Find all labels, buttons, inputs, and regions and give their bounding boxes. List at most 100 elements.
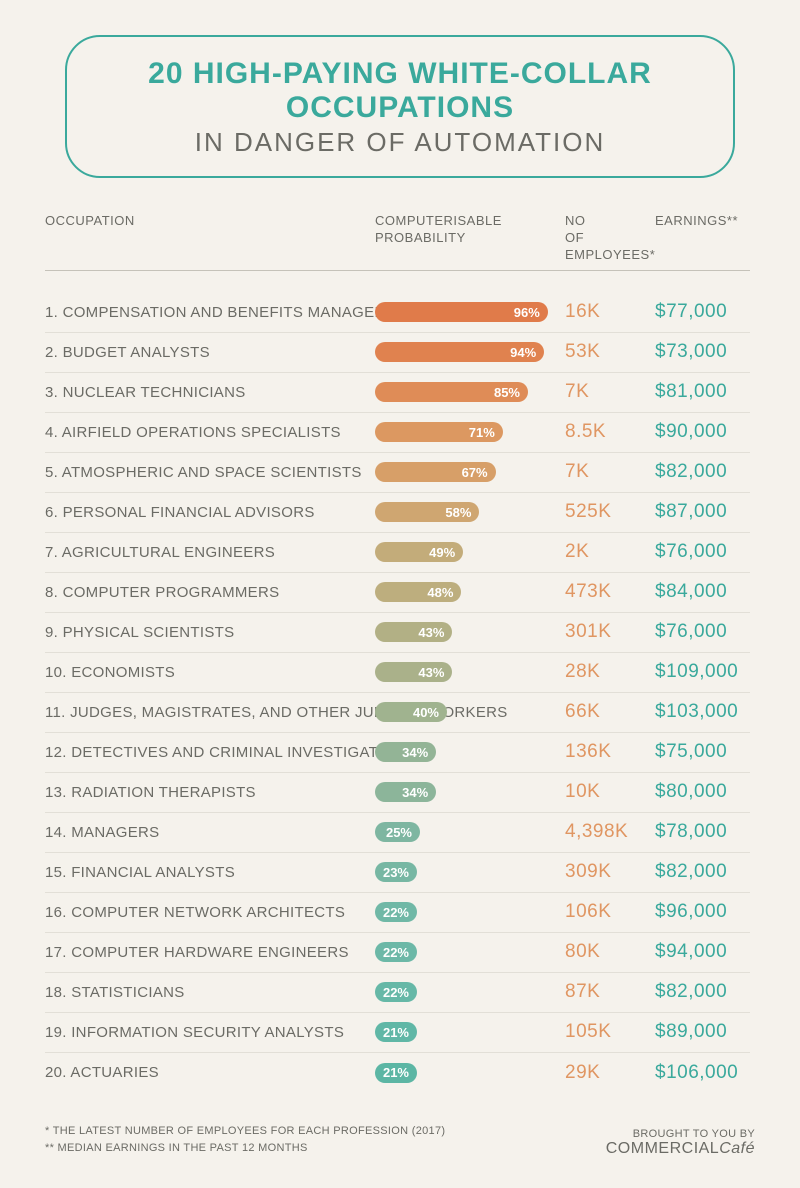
earnings-value: $77,000	[655, 301, 727, 323]
probability-cell: 43%	[375, 653, 565, 693]
probability-cell: 22%	[375, 893, 565, 933]
earnings-value: $89,000	[655, 1021, 727, 1043]
earnings-cell: $81,000	[655, 373, 750, 413]
occupation-cell: 18. STATISTICIANS	[45, 973, 375, 1013]
earnings-cell: $103,000	[655, 693, 750, 733]
employees-cell: 2K	[565, 533, 655, 573]
occupation-label: 20. ACTUARIES	[45, 1064, 159, 1081]
occupation-label: 18. STATISTICIANS	[45, 984, 185, 1001]
probability-cell: 22%	[375, 933, 565, 973]
occupation-cell: 16. COMPUTER NETWORK ARCHITECTS	[45, 893, 375, 933]
employees-value: 10K	[565, 781, 600, 803]
data-grid: OCCUPATION COMPUTERISABLEPROBABILITY NOO…	[45, 213, 755, 1093]
earnings-cell: $75,000	[655, 733, 750, 773]
earnings-cell: $87,000	[655, 493, 750, 533]
earnings-cell: $76,000	[655, 533, 750, 573]
occupation-cell: 3. NUCLEAR TECHNICIANS	[45, 373, 375, 413]
employees-value: 473K	[565, 581, 611, 603]
occupation-cell: 15. FINANCIAL ANALYSTS	[45, 853, 375, 893]
probability-cell: 96%	[375, 293, 565, 333]
probability-cell: 22%	[375, 973, 565, 1013]
employees-value: 309K	[565, 861, 611, 883]
earnings-value: $73,000	[655, 341, 727, 363]
employees-cell: 473K	[565, 573, 655, 613]
earnings-cell: $82,000	[655, 973, 750, 1013]
employees-value: 7K	[565, 461, 589, 483]
infographic-container: 20 HIGH-PAYING WHITE-COLLAR OCCUPATIONS …	[0, 0, 800, 1188]
probability-bar: 71%	[375, 422, 503, 442]
footer: * THE LATEST NUMBER OF EMPLOYEES FOR EAC…	[45, 1123, 755, 1158]
earnings-cell: $82,000	[655, 453, 750, 493]
earnings-cell: $77,000	[655, 293, 750, 333]
employees-cell: 66K	[565, 693, 655, 733]
probability-bar: 67%	[375, 462, 496, 482]
credit: BROUGHT TO YOU BY COMMERCIALCafé	[606, 1128, 755, 1158]
employees-value: 301K	[565, 621, 611, 643]
earnings-value: $82,000	[655, 981, 727, 1003]
employees-cell: 8.5K	[565, 413, 655, 453]
col-header-earnings: EARNINGS**	[655, 213, 750, 271]
employees-cell: 80K	[565, 933, 655, 973]
earnings-cell: $90,000	[655, 413, 750, 453]
probability-bar: 96%	[375, 302, 548, 322]
earnings-cell: $106,000	[655, 1053, 750, 1093]
employees-value: 29K	[565, 1062, 600, 1084]
earnings-value: $76,000	[655, 621, 727, 643]
employees-value: 4,398K	[565, 821, 628, 843]
title-main: 20 HIGH-PAYING WHITE-COLLAR OCCUPATIONS	[97, 57, 703, 125]
footnote-2: ** MEDIAN EARNINGS IN THE PAST 12 MONTHS	[45, 1140, 445, 1158]
earnings-value: $96,000	[655, 901, 727, 923]
probability-cell: 94%	[375, 333, 565, 373]
probability-cell: 67%	[375, 453, 565, 493]
earnings-value: $106,000	[655, 1062, 738, 1084]
probability-bar: 34%	[375, 782, 436, 802]
employees-cell: 4,398K	[565, 813, 655, 853]
probability-cell: 85%	[375, 373, 565, 413]
occupation-cell: 10. ECONOMISTS	[45, 653, 375, 693]
employees-cell: 87K	[565, 973, 655, 1013]
employees-value: 106K	[565, 901, 611, 923]
credit-brand: COMMERCIALCafé	[606, 1140, 755, 1158]
employees-value: 80K	[565, 941, 600, 963]
probability-bar: 43%	[375, 622, 452, 642]
employees-value: 525K	[565, 501, 611, 523]
occupation-cell: 11. JUDGES, MAGISTRATES, AND OTHER JUDIC…	[45, 693, 375, 733]
col-header-employees: NOOF EMPLOYEES*	[565, 213, 655, 271]
earnings-value: $82,000	[655, 861, 727, 883]
occupation-label: 9. PHYSICAL SCIENTISTS	[45, 624, 234, 641]
employees-cell: 106K	[565, 893, 655, 933]
occupation-label: 16. COMPUTER NETWORK ARCHITECTS	[45, 904, 345, 921]
employees-value: 7K	[565, 381, 589, 403]
occupation-label: 6. PERSONAL FINANCIAL ADVISORS	[45, 504, 315, 521]
probability-bar: 22%	[375, 942, 417, 962]
earnings-cell: $80,000	[655, 773, 750, 813]
earnings-value: $78,000	[655, 821, 727, 843]
col-header-occupation: OCCUPATION	[45, 213, 375, 271]
employees-value: 8.5K	[565, 421, 606, 443]
earnings-value: $90,000	[655, 421, 727, 443]
employees-value: 28K	[565, 661, 600, 683]
occupation-label: 15. FINANCIAL ANALYSTS	[45, 864, 235, 881]
occupation-label: 7. AGRICULTURAL ENGINEERS	[45, 544, 275, 561]
employees-cell: 16K	[565, 293, 655, 333]
earnings-cell: $96,000	[655, 893, 750, 933]
occupation-label: 2. BUDGET ANALYSTS	[45, 344, 210, 361]
earnings-value: $103,000	[655, 701, 738, 723]
occupation-label: 19. INFORMATION SECURITY ANALYSTS	[45, 1024, 344, 1041]
occupation-cell: 1. COMPENSATION AND BENEFITS MANAGERS	[45, 293, 375, 333]
occupation-label: 1. COMPENSATION AND BENEFITS MANAGERS	[45, 304, 396, 321]
earnings-cell: $78,000	[655, 813, 750, 853]
employees-cell: 53K	[565, 333, 655, 373]
col-header-probability: COMPUTERISABLEPROBABILITY	[375, 213, 565, 271]
employees-cell: 136K	[565, 733, 655, 773]
occupation-cell: 12. DETECTIVES AND CRIMINAL INVESTIGATOR…	[45, 733, 375, 773]
probability-bar: 23%	[375, 862, 417, 882]
occupation-label: 10. ECONOMISTS	[45, 664, 175, 681]
employees-cell: 525K	[565, 493, 655, 533]
earnings-value: $82,000	[655, 461, 727, 483]
earnings-cell: $89,000	[655, 1013, 750, 1053]
earnings-value: $94,000	[655, 941, 727, 963]
employees-cell: 301K	[565, 613, 655, 653]
occupation-cell: 20. ACTUARIES	[45, 1053, 375, 1093]
probability-bar: 34%	[375, 742, 436, 762]
